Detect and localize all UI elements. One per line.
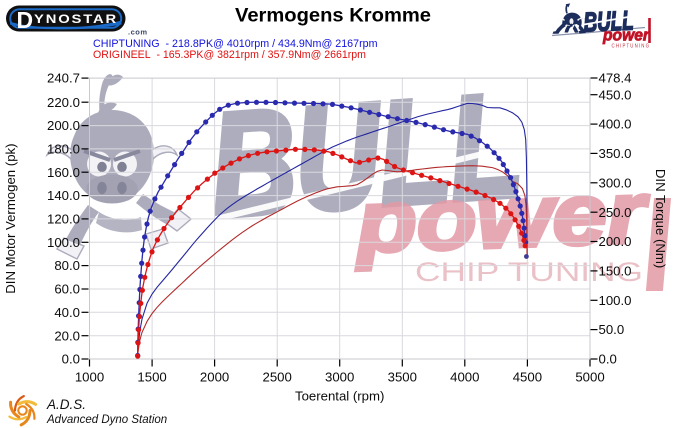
- svg-text:ORIGINEEL - 165.3PK@ 3821rpm: ORIGINEEL - 165.3PK@ 3821rpm / 357.9Nm@ …: [93, 49, 366, 61]
- svg-text:450.0: 450.0: [599, 87, 632, 102]
- svg-text:140.0: 140.0: [47, 188, 80, 203]
- svg-text:CHIPTUNING - 218.8PK@ 4010rpm: CHIPTUNING - 218.8PK@ 4010rpm / 434.9Nm@…: [93, 38, 378, 50]
- svg-text:C H I P T U N I N G: C H I P T U N I N G: [612, 44, 650, 50]
- svg-text:.com: .com: [128, 28, 148, 37]
- svg-text:4500: 4500: [513, 370, 542, 385]
- svg-text:50.0: 50.0: [599, 322, 625, 337]
- svg-text:BULL: BULL: [583, 5, 634, 37]
- svg-text:D: D: [17, 7, 34, 33]
- svg-text:150.0: 150.0: [599, 264, 632, 279]
- svg-text:200.0: 200.0: [599, 234, 632, 249]
- svg-text:80.0: 80.0: [54, 258, 80, 273]
- svg-text:100.0: 100.0: [47, 235, 80, 250]
- svg-text:478.4: 478.4: [599, 71, 632, 86]
- svg-text:160.0: 160.0: [47, 165, 80, 180]
- svg-text:200.0: 200.0: [47, 118, 80, 133]
- svg-text:CHIP TUNING: CHIP TUNING: [415, 257, 643, 287]
- svg-text:2500: 2500: [263, 370, 292, 385]
- svg-text:power: power: [602, 27, 650, 45]
- svg-text:220.0: 220.0: [47, 95, 80, 110]
- svg-text:1500: 1500: [137, 370, 166, 385]
- svg-text:1000: 1000: [75, 370, 104, 385]
- svg-text:3000: 3000: [325, 370, 354, 385]
- svg-text:5000: 5000: [575, 370, 604, 385]
- svg-text:4000: 4000: [450, 370, 479, 385]
- svg-text:0.0: 0.0: [62, 352, 80, 367]
- svg-text:40.0: 40.0: [54, 305, 80, 320]
- svg-text:120.0: 120.0: [47, 212, 80, 227]
- svg-text:100.0: 100.0: [599, 293, 632, 308]
- svg-text:300.0: 300.0: [599, 175, 632, 190]
- svg-text:350.0: 350.0: [599, 146, 632, 161]
- svg-text:DIN Torque (Nm): DIN Torque (Nm): [653, 169, 668, 268]
- svg-text:3500: 3500: [388, 370, 417, 385]
- svg-text:20.0: 20.0: [54, 328, 80, 343]
- svg-text:250.0: 250.0: [599, 205, 632, 220]
- svg-text:400.0: 400.0: [599, 117, 632, 132]
- svg-text:Advanced Dyno Station: Advanced Dyno Station: [46, 414, 167, 426]
- svg-text:180.0: 180.0: [47, 142, 80, 157]
- svg-text:Vermogens Kromme: Vermogens Kromme: [235, 5, 431, 27]
- svg-text:2000: 2000: [200, 370, 229, 385]
- svg-text:A.D.S.: A.D.S.: [46, 397, 86, 412]
- svg-text:DIN Motor Vermogen (pk): DIN Motor Vermogen (pk): [3, 143, 18, 293]
- svg-text:Toerental (rpm): Toerental (rpm): [295, 389, 384, 404]
- svg-text:240.7: 240.7: [47, 71, 80, 86]
- svg-text:60.0: 60.0: [54, 282, 80, 297]
- svg-text:YNOSTAR: YNOSTAR: [34, 12, 118, 26]
- svg-text:0.0: 0.0: [599, 352, 617, 367]
